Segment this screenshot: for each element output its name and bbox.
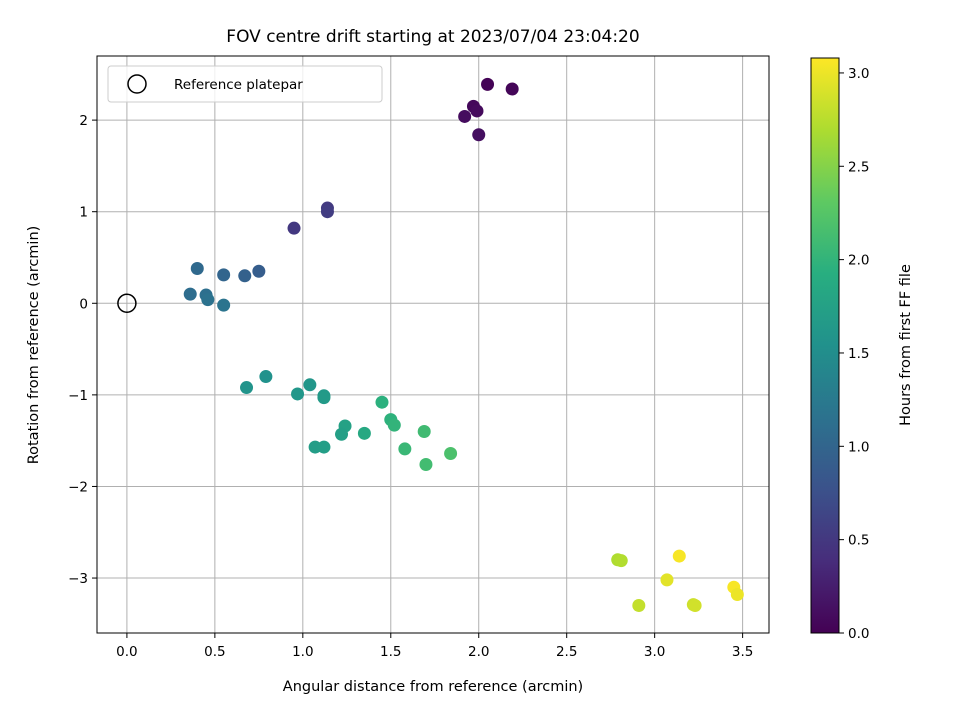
scatter-point	[287, 221, 301, 235]
colorbar-label: Hours from first FF file	[898, 264, 914, 426]
x-tick-label: 3.0	[644, 644, 665, 660]
scatter-point	[387, 418, 401, 432]
y-tick-label: −3	[68, 571, 88, 587]
scatter-point	[317, 391, 331, 405]
scatter-point	[672, 549, 686, 563]
colorbar-tick-label: 2.0	[848, 253, 869, 269]
y-tick-label: 1	[79, 205, 88, 221]
scatter-point	[335, 427, 349, 441]
legend-marker-reference	[127, 74, 147, 94]
scatter-point	[259, 370, 273, 384]
scatter-point	[240, 381, 254, 395]
scatter-point	[190, 261, 204, 275]
scatter-point	[419, 457, 433, 471]
scatter-point	[470, 104, 484, 118]
scatter-point	[291, 387, 305, 401]
scatter-point	[357, 426, 371, 440]
colorbar-tick-label: 0.0	[848, 626, 869, 642]
scatter-point	[238, 269, 252, 283]
scatter-points	[183, 77, 744, 613]
scatter-point	[398, 442, 412, 456]
colorbar-tick-label: 1.0	[848, 439, 869, 455]
y-tick-label: −2	[68, 479, 88, 495]
colorbar-tick-label: 2.5	[848, 159, 869, 175]
x-tick-label: 0.5	[204, 644, 225, 660]
scatter-point	[505, 82, 519, 96]
scatter-point	[472, 128, 486, 142]
scatter-point	[320, 205, 334, 219]
scatter-point	[688, 599, 702, 613]
scatter-point	[183, 287, 197, 301]
colorbar-tick-label: 1.5	[848, 346, 869, 362]
colorbar-tick-label: 3.0	[848, 66, 869, 82]
x-tick-label: 1.0	[292, 644, 313, 660]
reference-platepar-marker	[117, 293, 137, 314]
y-tick-label: −1	[68, 388, 88, 404]
scatter-point	[252, 264, 266, 278]
plot-frame	[96, 55, 770, 634]
scatter-point	[417, 425, 431, 439]
scatter-point	[375, 395, 389, 409]
colorbar-tick-label: 0.5	[848, 533, 869, 549]
grid-lines	[97, 56, 769, 633]
scatter-point	[730, 588, 744, 602]
y-tick-label: 2	[79, 113, 88, 129]
x-axis-label: Angular distance from reference (arcmin)	[283, 679, 583, 695]
scatter-point	[303, 378, 317, 392]
y-tick-label: 0	[79, 296, 88, 312]
x-tick-label: 3.5	[732, 644, 753, 660]
legend-label-reference: Reference platepar	[174, 77, 303, 93]
scatter-point	[614, 554, 628, 568]
chart-title: FOV centre drift starting at 2023/07/04 …	[226, 27, 639, 47]
x-tick-label: 0.0	[116, 644, 137, 660]
x-tick-label: 2.5	[556, 644, 577, 660]
y-axis-label: Rotation from reference (arcmin)	[26, 226, 42, 465]
scatter-point	[217, 298, 231, 312]
scatter-point	[632, 599, 646, 613]
scatter-point	[660, 573, 674, 587]
colorbar	[810, 57, 840, 634]
legend-box	[107, 65, 383, 103]
legend: Reference platepar	[107, 65, 383, 103]
x-tick-label: 2.0	[468, 644, 489, 660]
scatter-point	[201, 293, 215, 307]
x-axis-ticks: 0.0 0.5 1.0 1.5 2.0 2.5 3.0 3.5	[116, 633, 753, 660]
scatter-point	[217, 268, 231, 282]
scatter-point	[444, 446, 458, 460]
x-tick-label: 1.5	[380, 644, 401, 660]
colorbar-ticks: 0.0 0.5 1.0 1.5 2.0 2.5 3.0	[839, 66, 869, 642]
scatter-point	[317, 440, 331, 454]
scatter-point	[458, 109, 472, 123]
y-axis-ticks: −3 −2 −1 0 1 2	[68, 113, 97, 587]
scatter-point	[481, 77, 495, 91]
